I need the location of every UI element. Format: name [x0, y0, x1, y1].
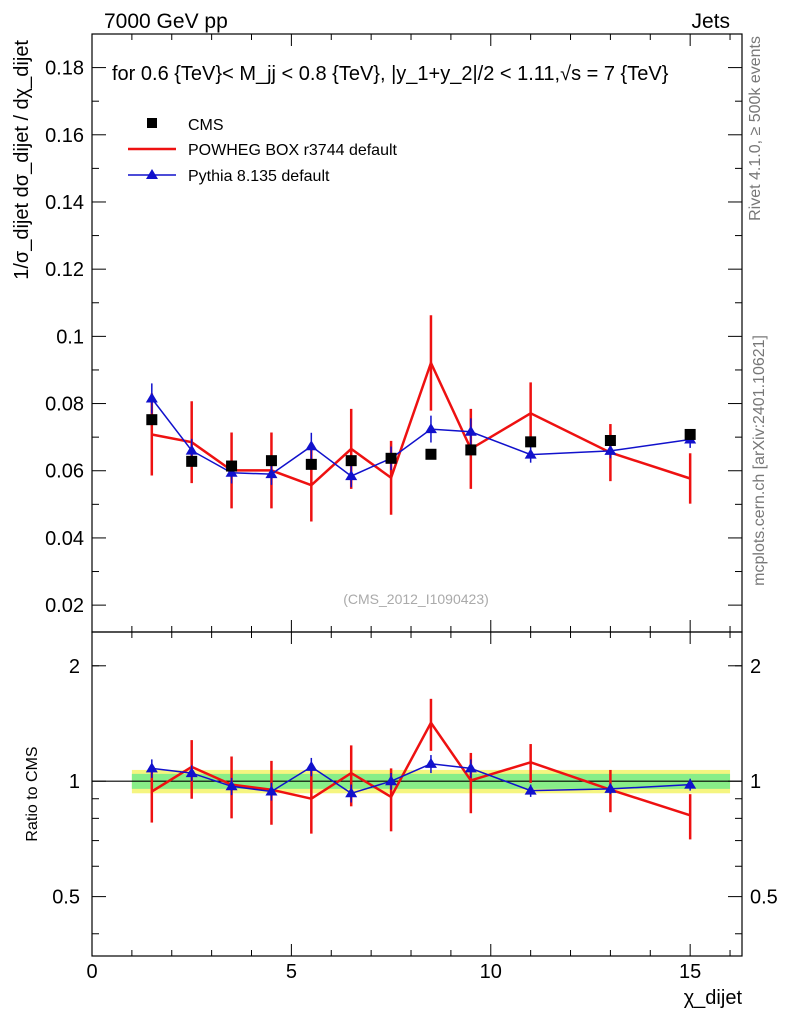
legend-marker-cms [147, 118, 157, 128]
main-cms-point [265, 455, 277, 467]
main-cms-point [684, 428, 696, 440]
main-cms-point [465, 444, 477, 456]
ratio-pythia-line [151, 763, 691, 795]
ratio-pythia-point [185, 767, 198, 778]
x-axis-ticks: 0 5 10 15 [86, 34, 731, 983]
ratio-pythia-point [604, 782, 617, 793]
main-pythia-point [145, 392, 158, 403]
ratio-pythia-point [684, 778, 697, 789]
y-tick-label: 0.02 [45, 595, 84, 617]
y-tick-label: 0.14 [45, 192, 84, 214]
main-cms-point [345, 455, 357, 467]
main-cms-point [226, 460, 238, 472]
x-tick-label: 0 [86, 961, 97, 983]
main-pythia-line [151, 398, 691, 477]
main-pythia-point [345, 470, 358, 481]
y-tick-label: 0.08 [45, 394, 84, 416]
ratio-pythia-point [305, 760, 318, 771]
ratio-y-axis-label: Ratio to CMS [24, 746, 41, 841]
ratio-powheg-line [151, 720, 691, 817]
mcplots-label: mcplots.cern.ch [arXiv:2401.10621] [751, 335, 768, 586]
y-tick-label: 0.1 [56, 326, 84, 348]
y-tick-label: 0.18 [45, 58, 84, 80]
y-axis-label: 1/σ_dijet dσ_dijet / dχ_dijet [11, 40, 33, 280]
y-tick-label: 0.04 [45, 528, 84, 550]
ratio-pythia-point [145, 762, 158, 773]
y-tick-label: 0.06 [45, 461, 84, 483]
ratio-pythia-point [265, 785, 278, 796]
x-tick-label: 10 [480, 961, 502, 983]
main-cms-point [425, 448, 437, 460]
main-axis-ticks: 0.02 0.04 0.06 0.08 0.1 0.12 0.14 0.16 0.18 [45, 58, 742, 617]
main-series [145, 315, 697, 522]
legend-label-cms: CMS [188, 117, 224, 134]
ratio-tick-label-left: 0.5 [52, 887, 80, 909]
ratio-pythia-point [345, 787, 358, 798]
ratio-tick-label-right: 0.5 [750, 887, 778, 909]
legend: CMS POWHEG BOX r3744 default Pythia 8.13… [128, 117, 398, 185]
chart-watermark: (CMS_2012_I1090423) [343, 591, 489, 607]
rivet-label: Rivet 4.1.0, ≥ 500k events [747, 36, 764, 221]
ratio-tick-label-right: 2 [750, 656, 761, 678]
main-pythia-point [225, 466, 238, 477]
main-pythia-point [265, 468, 278, 479]
header-left: 7000 GeV pp [104, 10, 228, 33]
ratio-axis-ticks: 0.5 0.5 1 1 2 2 [52, 656, 778, 935]
header-right: Jets [691, 10, 730, 33]
legend-label-powheg: POWHEG BOX r3744 default [188, 142, 398, 159]
x-tick-label: 15 [679, 961, 701, 983]
ratio-pythia-point [225, 780, 238, 791]
ratio-series [145, 698, 697, 840]
chart-title: for 0.6 {TeV}< M_jj < 0.8 {TeV}, |y_1+y_… [112, 63, 669, 85]
x-tick-label: 5 [286, 961, 297, 983]
main-pythia-point [185, 444, 198, 455]
x-axis-label: χ_dijet [684, 987, 743, 1009]
main-cms-point [186, 455, 198, 467]
main-pythia-point [524, 448, 537, 459]
main-pythia-point [305, 440, 318, 451]
y-tick-label: 0.12 [45, 259, 84, 281]
main-panel: 0.02 0.04 0.06 0.08 0.1 0.12 0.14 0.16 0.18 (CMS… [11, 33, 743, 633]
ratio-tick-label-left: 2 [69, 656, 80, 678]
legend-label-pythia: Pythia 8.135 default [188, 168, 330, 185]
ratio-pythia-point [524, 784, 537, 795]
main-cms-point [385, 452, 397, 464]
main-cms-point [604, 435, 616, 447]
main-pythia-point [464, 425, 477, 436]
main-cms-point [146, 414, 158, 426]
ratio-pythia-point [424, 757, 437, 768]
ratio-pythia-point [385, 775, 398, 786]
main-cms-point [305, 458, 317, 470]
ratio-panel: 0.5 0.5 1 1 2 2 Ratio to CMS [24, 631, 778, 957]
main-pythia-point [424, 423, 437, 434]
main-cms-point [525, 436, 537, 448]
ratio-tick-label-left: 1 [69, 771, 80, 793]
legend-marker-pythia [146, 169, 158, 179]
ratio-pythia-point [464, 762, 477, 773]
ratio-tick-label-right: 1 [750, 771, 761, 793]
main-pythia-point [604, 444, 617, 455]
y-tick-label: 0.16 [45, 125, 84, 147]
ratio-frame [91, 631, 743, 957]
main-powheg-line [151, 359, 691, 487]
